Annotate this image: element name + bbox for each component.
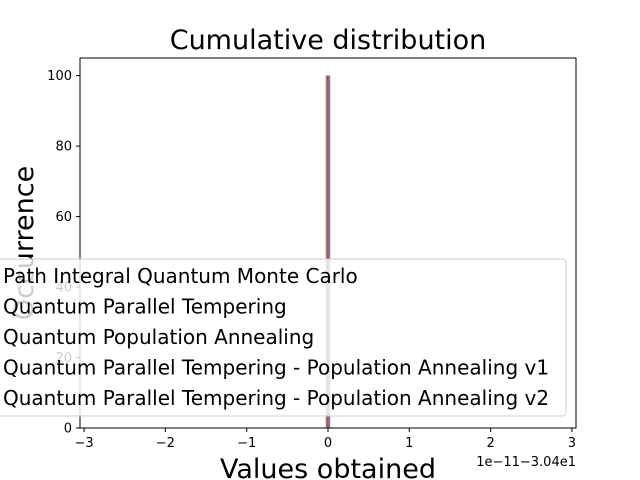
x-tick-label: 2 (486, 436, 494, 451)
legend-entry: Quantum Parallel Tempering - Population … (3, 386, 549, 410)
legend-entry: Quantum Parallel Tempering - Population … (3, 356, 549, 380)
y-tick-label: 100 (47, 69, 72, 84)
x-tick-label: −1 (237, 436, 256, 451)
bar-5 (328, 75, 331, 429)
x-axis-offset-text: 1e−11−3.04e1 (476, 455, 576, 470)
chart-title: Cumulative distribution (170, 25, 487, 56)
bars-group (325, 75, 331, 429)
y-tick-label: 60 (55, 210, 72, 225)
legend-entry: Quantum Population Annealing (3, 325, 314, 349)
legend-entry: Path Integral Quantum Monte Carlo (3, 264, 358, 288)
legend-box (0, 258, 567, 417)
x-tick-label: −3 (74, 436, 93, 451)
x-axis-label: Values obtained (220, 454, 436, 480)
legend-entry: Quantum Parallel Tempering (3, 295, 287, 319)
x-axis-ticks: −3 −2 −1 0 1 2 3 (74, 428, 576, 451)
legend: Path Integral Quantum Monte Carlo Quantum… (0, 258, 567, 417)
x-tick-label: 3 (568, 436, 576, 451)
x-tick-label: −2 (156, 436, 175, 451)
y-tick-label: 80 (55, 140, 72, 155)
x-tick-label: 1 (405, 436, 413, 451)
y-tick-label: 0 (64, 422, 72, 437)
x-tick-label: 0 (324, 436, 332, 451)
